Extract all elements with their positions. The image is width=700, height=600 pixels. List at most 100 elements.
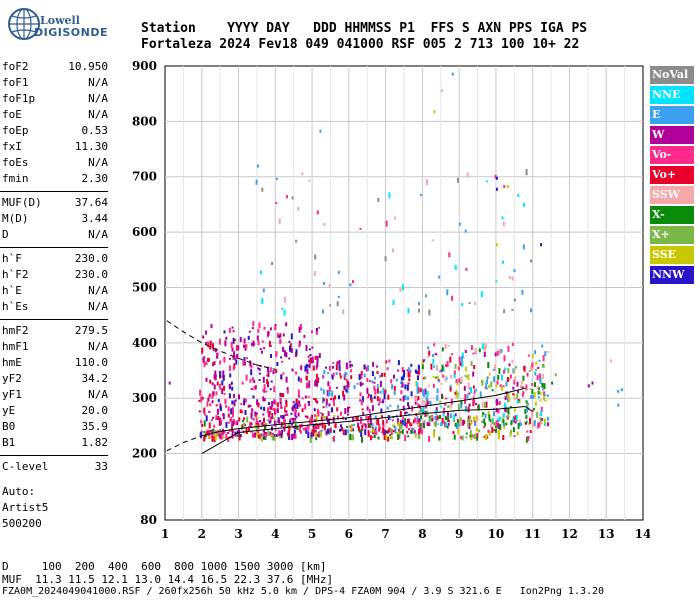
legend: NoVal NNE E W Vo- Vo+ SSW X- X+ SSE NNW <box>650 66 694 286</box>
y-tick-label: 900 <box>132 59 157 73</box>
echo-point <box>495 384 498 388</box>
echo-point <box>436 388 439 394</box>
echo-point <box>250 422 253 426</box>
echo-point <box>262 389 265 392</box>
echo-point <box>503 355 506 362</box>
echo-point <box>233 393 235 398</box>
x-tick-label: 2 <box>198 527 206 541</box>
echo-point <box>290 423 293 426</box>
echo-point <box>374 428 377 431</box>
echo-point <box>531 422 534 428</box>
echo-point <box>441 364 444 371</box>
echo-point <box>373 385 376 391</box>
echo-point <box>428 435 431 442</box>
echo-point <box>297 412 300 417</box>
echo-point <box>422 359 425 363</box>
echo-point <box>423 420 426 423</box>
echo-point <box>344 429 347 436</box>
echo-point <box>294 433 297 439</box>
echo-point <box>359 418 362 425</box>
param-name: D <box>2 228 9 241</box>
echo-point <box>251 433 254 438</box>
echo-point <box>436 375 439 380</box>
echo-point <box>326 389 329 396</box>
echo-point <box>530 308 533 313</box>
echo-point <box>290 333 293 340</box>
echo-point <box>501 386 504 391</box>
echo-point <box>349 360 352 363</box>
echo-point <box>298 340 301 346</box>
param-row: foEs N/A <box>2 156 108 170</box>
echo-point <box>587 384 590 388</box>
echo-point <box>456 394 459 399</box>
echo-point <box>312 365 315 371</box>
echo-point <box>240 403 243 405</box>
echo-point <box>296 404 299 409</box>
param-row: MUF(D) 37.64 <box>2 196 108 210</box>
echo-point <box>262 288 265 293</box>
param-name: foF1 <box>2 76 29 89</box>
echo-point <box>617 403 620 407</box>
echo-point <box>366 378 369 382</box>
param-value: N/A <box>88 228 108 241</box>
echo-point <box>464 399 466 404</box>
echo-point <box>416 419 419 424</box>
echo-point <box>231 425 233 432</box>
echo-point <box>387 429 390 433</box>
echo-point <box>446 361 449 368</box>
echo-point <box>506 415 508 418</box>
echo-point <box>379 374 382 378</box>
param-name: h`F <box>2 252 22 265</box>
echo-point <box>417 376 419 381</box>
echo-point <box>213 424 216 428</box>
echo-point <box>380 408 383 414</box>
echo-point <box>531 354 534 359</box>
echo-point <box>308 179 311 182</box>
echo-point <box>450 374 453 379</box>
echo-point <box>211 435 214 442</box>
echo-point <box>305 345 308 351</box>
echo-point <box>425 396 428 402</box>
echo-point <box>323 398 325 402</box>
echo-point <box>335 386 338 389</box>
echo-point <box>398 428 401 432</box>
echo-point <box>392 424 395 427</box>
echo-point <box>337 295 340 298</box>
echo-point <box>502 412 505 418</box>
echo-point <box>333 414 336 417</box>
echo-point <box>359 429 362 433</box>
echo-point <box>219 433 222 439</box>
param-row: foF1p N/A <box>2 92 108 106</box>
echo-point <box>314 423 317 429</box>
echo-point <box>285 352 288 358</box>
echo-point <box>504 367 507 371</box>
echo-point <box>403 369 406 374</box>
echo-point <box>384 429 387 435</box>
echo-point <box>307 364 310 367</box>
echo-point <box>541 374 544 379</box>
echo-point <box>276 362 279 366</box>
echo-point <box>269 406 272 410</box>
echo-point <box>348 433 351 440</box>
param-name: h`E <box>2 284 22 297</box>
echo-point <box>449 413 452 419</box>
echo-point <box>332 400 335 407</box>
echo-point <box>321 422 324 429</box>
echo-point <box>279 431 281 434</box>
echo-point <box>306 382 308 389</box>
echo-point <box>441 417 444 424</box>
echo-point <box>258 372 261 375</box>
echo-point <box>256 335 259 341</box>
echo-point <box>246 416 249 423</box>
echo-point <box>321 413 324 417</box>
echo-point <box>338 360 341 365</box>
echo-point <box>454 391 457 395</box>
echo-point <box>497 429 500 436</box>
echo-point <box>220 430 223 437</box>
echo-point <box>521 386 524 389</box>
echo-point <box>451 295 454 301</box>
echo-point <box>497 422 500 429</box>
echo-point <box>380 431 383 434</box>
echo-point <box>233 400 236 407</box>
echo-point <box>434 415 437 420</box>
